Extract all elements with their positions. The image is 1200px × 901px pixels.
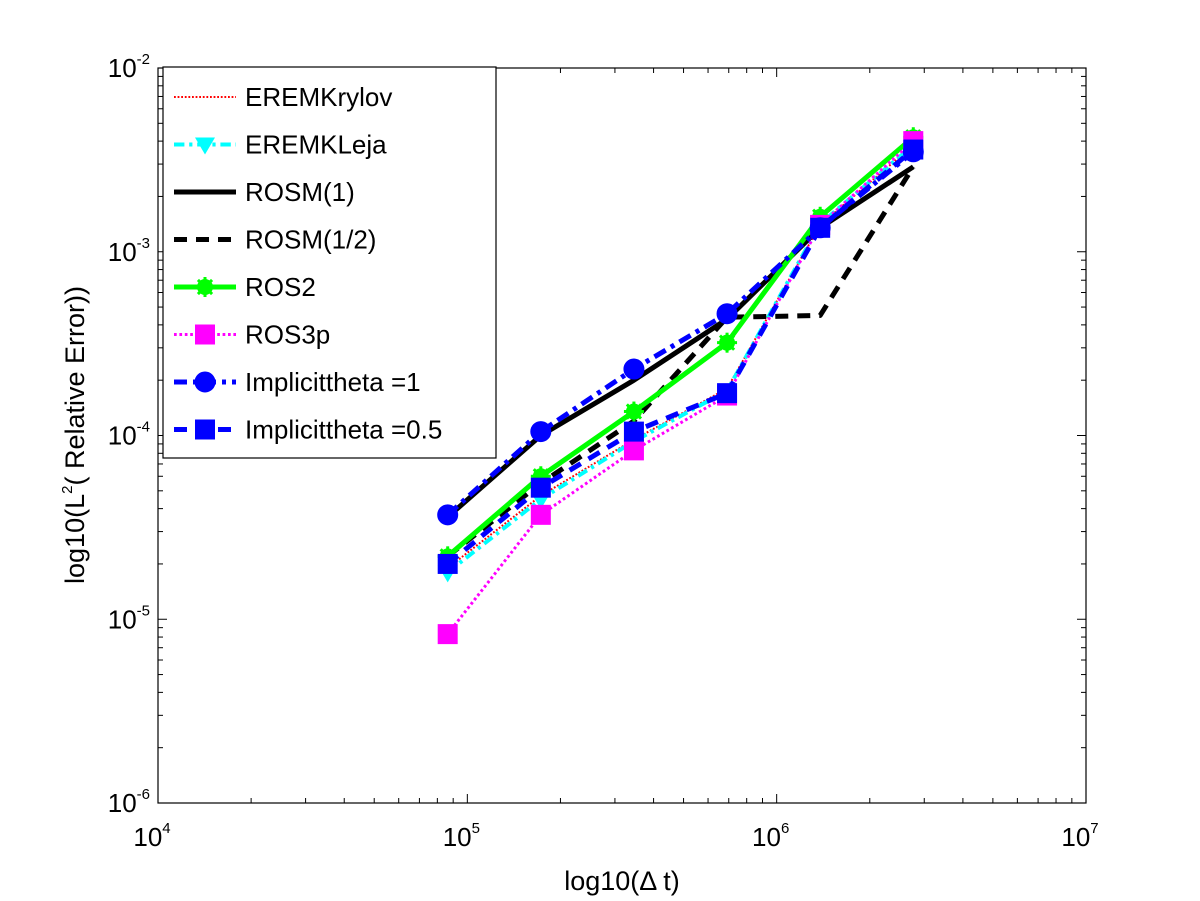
legend-label-3: ROSM(1/2) xyxy=(245,225,376,255)
legend-marker-6 xyxy=(194,371,216,393)
data-point-5-1 xyxy=(530,504,551,525)
data-point-7-4 xyxy=(810,217,831,238)
data-point-5-0 xyxy=(437,624,458,645)
y-tick-label: 10-3 xyxy=(108,235,150,267)
data-point-7-5 xyxy=(903,139,924,160)
data-point-7-4-shape xyxy=(810,217,831,238)
series-line-3 xyxy=(446,165,916,559)
y-tick-label-exp: -6 xyxy=(137,786,150,803)
legend-label-6: Implicittheta =1 xyxy=(245,367,421,397)
legend-marker-1 xyxy=(195,137,215,155)
data-point-7-0 xyxy=(437,553,458,574)
data-point-4-2 xyxy=(623,401,644,422)
x-tick-label-base: 10 xyxy=(443,822,472,852)
y-tick-label-exp: -4 xyxy=(137,419,150,436)
legend-marker-4-ray xyxy=(196,278,214,296)
data-point-5-0-shape xyxy=(437,624,458,645)
series-line-0 xyxy=(447,144,914,569)
series-line-5 xyxy=(446,140,915,636)
legend-label-0: EREMKrylov xyxy=(245,82,392,112)
data-point-6-0 xyxy=(437,504,459,526)
data-point-4-3-ray xyxy=(718,334,736,351)
data-point-6-3 xyxy=(716,303,738,325)
data-point-4-3 xyxy=(717,332,738,353)
y-axis-label-sup: 2 xyxy=(59,486,76,494)
data-point-6-3-shape xyxy=(716,303,738,325)
data-point-7-3-shape xyxy=(717,383,738,404)
y-tick-label-exp: -2 xyxy=(137,51,150,68)
legend-marker-7 xyxy=(195,419,215,440)
y-axis-label-prefix: log10(L xyxy=(60,494,90,584)
series-layer xyxy=(437,127,924,645)
x-tick-label-base: 10 xyxy=(133,822,162,852)
x-tick-label-exp: 6 xyxy=(781,820,789,837)
y-tick-label-base: 10 xyxy=(108,53,137,83)
legend-marker-6-shape xyxy=(194,371,216,393)
legend-marker-5-shape xyxy=(195,324,215,345)
legend-marker-7-shape xyxy=(195,419,215,440)
data-point-5-1-shape xyxy=(530,504,551,525)
data-point-7-5-shape xyxy=(903,139,924,160)
y-axis-label: log10(L2( Relative Error)) xyxy=(59,286,90,584)
y-axis-label-suffix: ( Relative Error)) xyxy=(60,286,90,486)
y-tick-label-exp: -3 xyxy=(137,235,150,252)
legend-marker-4 xyxy=(195,277,215,297)
y-tick-label-exp: -5 xyxy=(137,602,150,619)
x-tick-label: 104 xyxy=(133,820,170,852)
legend-label-7: Implicittheta =0.5 xyxy=(245,415,442,445)
y-tick-label: 10-6 xyxy=(108,786,150,818)
y-tick-label-base: 10 xyxy=(108,237,137,267)
series-line-6 xyxy=(446,149,915,517)
x-tick-label-exp: 5 xyxy=(472,820,480,837)
data-point-5-2 xyxy=(623,440,644,461)
y-tick-label: 10-4 xyxy=(108,419,150,451)
x-tick-label: 106 xyxy=(752,820,789,852)
x-tick-label-base: 10 xyxy=(752,822,781,852)
series-7 xyxy=(437,139,924,574)
y-tick-label: 10-2 xyxy=(108,51,150,83)
data-point-4-2-ray xyxy=(625,403,643,420)
y-tick-label-base: 10 xyxy=(108,604,137,634)
data-point-7-2-shape xyxy=(623,421,644,442)
y-tick-label-base: 10 xyxy=(108,421,137,451)
data-point-7-1-shape xyxy=(530,477,551,498)
data-point-7-0-shape xyxy=(437,553,458,574)
series-0 xyxy=(447,144,914,569)
x-tick-label: 107 xyxy=(1061,820,1098,852)
y-tick-label-base: 10 xyxy=(108,788,137,818)
legend-marker-1-shape xyxy=(195,137,215,155)
legend-label-4: ROS2 xyxy=(245,272,316,302)
x-tick-label-exp: 4 xyxy=(162,820,170,837)
data-point-6-2-shape xyxy=(623,358,645,380)
axes-box xyxy=(157,67,1087,804)
legend-label-1: EREMKLeja xyxy=(245,130,387,160)
x-axis-label: log10(Δ t) xyxy=(564,866,680,896)
legend-box xyxy=(162,66,497,459)
data-point-6-1-shape xyxy=(530,421,552,443)
series-line-7 xyxy=(446,147,915,566)
series-line-4 xyxy=(446,135,915,559)
x-tick-label-exp: 7 xyxy=(1090,820,1098,837)
legend-label-5: ROS3p xyxy=(245,320,330,350)
data-point-7-1 xyxy=(530,477,551,498)
legend: EREMKrylov EREMKLeja ROSM(1) ROSM(1/2) ROS2 R… xyxy=(162,66,497,459)
x-tick-label-base: 10 xyxy=(1061,822,1090,852)
legend-label-2: ROSM(1) xyxy=(245,177,355,207)
x-tick-label: 105 xyxy=(443,820,480,852)
y-tick-label: 10-5 xyxy=(108,602,150,634)
data-point-6-2 xyxy=(623,358,645,380)
series-line-1 xyxy=(446,143,915,574)
data-point-6-0-shape xyxy=(437,504,459,526)
legend-marker-5 xyxy=(195,324,215,345)
data-point-7-3 xyxy=(717,383,738,404)
data-point-6-1 xyxy=(530,421,552,443)
data-point-7-2 xyxy=(623,421,644,442)
data-point-5-2-shape xyxy=(623,440,644,461)
series-3 xyxy=(446,165,916,559)
